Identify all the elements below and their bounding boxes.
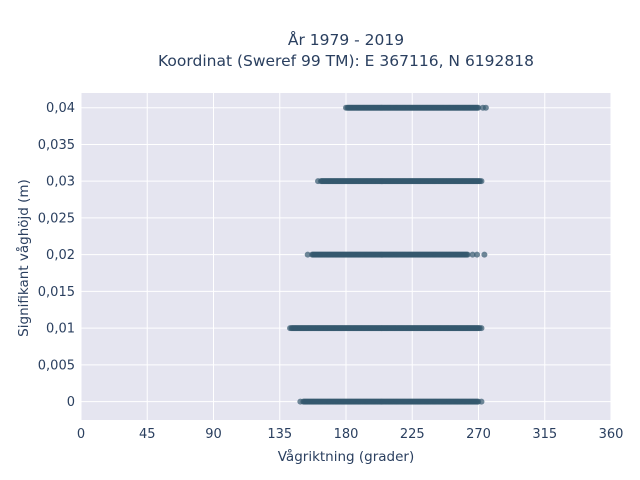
x-tick-label: 270 — [466, 427, 491, 442]
y-tick-label: 0,035 — [38, 138, 75, 153]
y-tick-label: 0,025 — [38, 211, 75, 226]
x-tick-label: 225 — [400, 427, 425, 442]
scatter-point — [478, 325, 485, 332]
scatter-point — [287, 325, 294, 332]
scatter-point — [297, 398, 304, 405]
scatter-point — [469, 251, 476, 258]
scatter-point — [304, 251, 311, 258]
x-tick-label: 315 — [532, 427, 557, 442]
scatter-point — [478, 178, 485, 185]
y-tick-label: 0,015 — [38, 285, 75, 300]
x-axis-ticks: 0 45 90 135 180 225 270 315 360 — [77, 427, 624, 442]
scatter-point — [481, 251, 488, 258]
y-tick-label: 0,03 — [46, 175, 75, 190]
x-tick-label: 0 — [77, 427, 85, 442]
x-tick-label: 360 — [599, 427, 624, 442]
scatter-point — [464, 251, 471, 258]
data-points — [287, 104, 489, 405]
scatter-point — [343, 104, 349, 111]
y-tick-label: 0 — [67, 395, 75, 410]
x-axis-title: Vågriktning (grader) — [278, 448, 415, 465]
y-tick-label: 0,04 — [46, 101, 75, 116]
chart-title-line-1: År 1979 - 2019 — [288, 30, 404, 49]
y-tick-label: 0,02 — [46, 248, 75, 263]
scatter-point — [474, 251, 481, 258]
y-axis-title: Signifikant våghöjd (m) — [15, 179, 32, 337]
scatter-point — [478, 398, 485, 405]
x-tick-label: 135 — [267, 427, 292, 442]
y-axis-ticks: 0 0,005 0,01 0,015 0,02 0,025 0,03 0,035 0,04 — [38, 101, 75, 410]
x-tick-label: 45 — [139, 427, 156, 442]
y-tick-label: 0,005 — [38, 358, 75, 373]
y-tick-label: 0,01 — [46, 322, 75, 337]
x-tick-label: 180 — [334, 427, 359, 442]
x-tick-label: 90 — [205, 427, 222, 442]
chart-title-line-2: Koordinat (Sweref 99 TM): E 367116, N 61… — [158, 52, 534, 70]
scatter-point — [475, 104, 482, 111]
scatter-point — [315, 178, 322, 185]
scatter-point — [482, 104, 489, 111]
